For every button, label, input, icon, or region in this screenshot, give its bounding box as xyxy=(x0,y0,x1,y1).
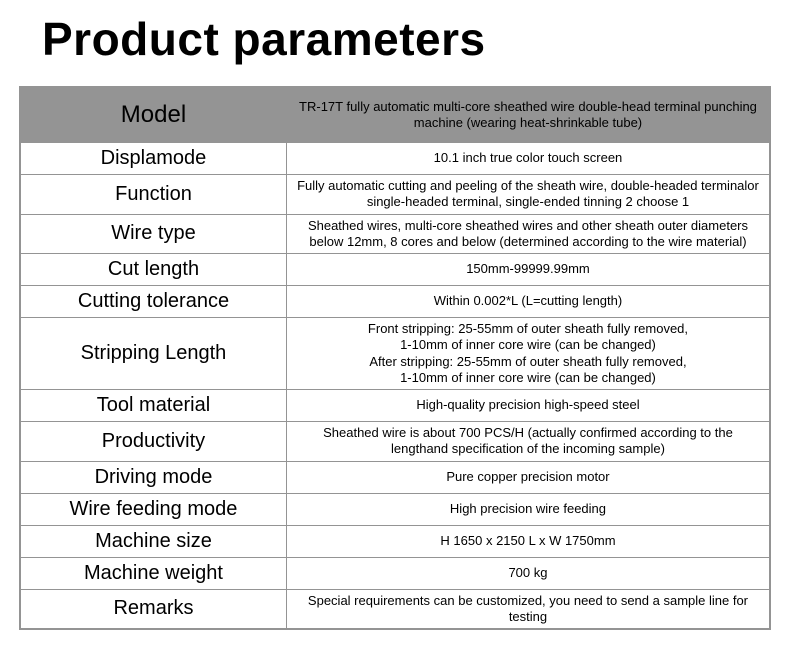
param-label: Driving mode xyxy=(20,461,286,493)
parameters-table: ModelTR-17T fully automatic multi-core s… xyxy=(19,86,771,630)
param-label: Wire type xyxy=(20,214,286,254)
param-value: H 1650 x 2150 L x W 1750mm xyxy=(286,525,770,557)
param-label: Machine weight xyxy=(20,557,286,589)
param-value: Front stripping: 25-55mm of outer sheath… xyxy=(286,318,770,390)
table-row: Displamode10.1 inch true color touch scr… xyxy=(20,143,770,175)
param-value: Within 0.002*L (L=cutting length) xyxy=(286,286,770,318)
param-value: Special requirements can be customized, … xyxy=(286,589,770,629)
table-row: Machine weight700 kg xyxy=(20,557,770,589)
param-value: Sheathed wire is about 700 PCS/H (actual… xyxy=(286,422,770,462)
param-label: Machine size xyxy=(20,525,286,557)
param-label: Cutting tolerance xyxy=(20,286,286,318)
param-label: Model xyxy=(20,87,286,143)
table-row: ProductivitySheathed wire is about 700 P… xyxy=(20,422,770,462)
param-label: Productivity xyxy=(20,422,286,462)
param-value: Sheathed wires, multi-core sheathed wire… xyxy=(286,214,770,254)
param-value: TR-17T fully automatic multi-core sheath… xyxy=(286,87,770,143)
param-value: High-quality precision high-speed steel xyxy=(286,390,770,422)
table-row: ModelTR-17T fully automatic multi-core s… xyxy=(20,87,770,143)
param-value: 150mm-99999.99mm xyxy=(286,254,770,286)
page-title: Product parameters xyxy=(0,0,790,86)
table-body: ModelTR-17T fully automatic multi-core s… xyxy=(20,87,770,629)
table-row: FunctionFully automatic cutting and peel… xyxy=(20,175,770,215)
param-value: Fully automatic cutting and peeling of t… xyxy=(286,175,770,215)
param-label: Function xyxy=(20,175,286,215)
table-row: RemarksSpecial requirements can be custo… xyxy=(20,589,770,629)
param-label: Wire feeding mode xyxy=(20,493,286,525)
table-row: Stripping LengthFront stripping: 25-55mm… xyxy=(20,318,770,390)
param-value: 10.1 inch true color touch screen xyxy=(286,143,770,175)
table-row: Tool materialHigh-quality precision high… xyxy=(20,390,770,422)
table-row: Driving modePure copper precision motor xyxy=(20,461,770,493)
table-row: Machine sizeH 1650 x 2150 L x W 1750mm xyxy=(20,525,770,557)
param-label: Tool material xyxy=(20,390,286,422)
table-row: Wire feeding modeHigh precision wire fee… xyxy=(20,493,770,525)
param-label: Remarks xyxy=(20,589,286,629)
table-row: Cutting toleranceWithin 0.002*L (L=cutti… xyxy=(20,286,770,318)
param-value: Pure copper precision motor xyxy=(286,461,770,493)
param-value: High precision wire feeding xyxy=(286,493,770,525)
param-value: 700 kg xyxy=(286,557,770,589)
param-label: Cut length xyxy=(20,254,286,286)
param-label: Displamode xyxy=(20,143,286,175)
param-label: Stripping Length xyxy=(20,318,286,390)
table-row: Wire typeSheathed wires, multi-core shea… xyxy=(20,214,770,254)
table-row: Cut length150mm-99999.99mm xyxy=(20,254,770,286)
